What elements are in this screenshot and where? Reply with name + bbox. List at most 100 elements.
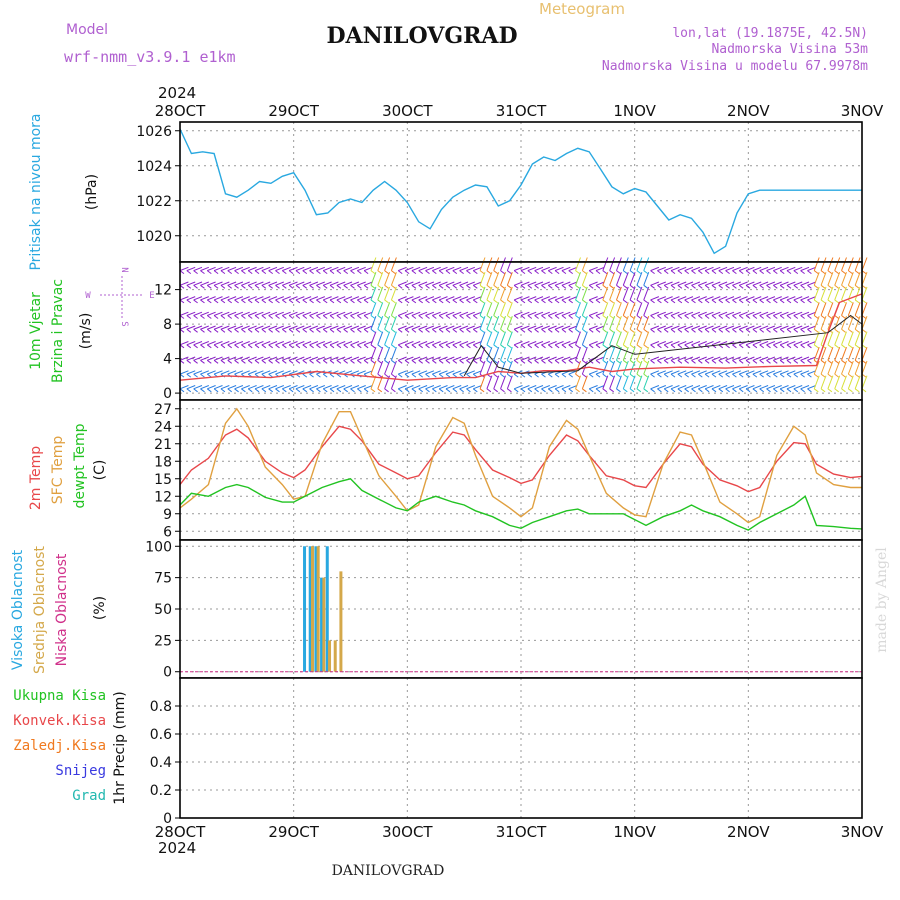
wind-barb-tick: [547, 328, 553, 333]
wind-barb: [207, 385, 216, 390]
y-tick-label: 0.8: [150, 699, 172, 715]
wind-barb: [390, 257, 397, 271]
wind-barb: [357, 266, 366, 272]
wind-barb-tick: [616, 299, 621, 304]
wind-barb: [554, 385, 564, 390]
wind-barb-tick: [561, 270, 567, 275]
wind-barb: [670, 356, 680, 361]
wind-barb-tick: [738, 270, 744, 274]
wind-barb: [370, 272, 377, 286]
wind-barb-tick: [609, 388, 614, 393]
wind-barb-tick: [759, 344, 765, 349]
wind-barb-tick: [786, 299, 792, 304]
wind-barb: [227, 266, 237, 272]
wind-barb: [357, 281, 366, 286]
wind-barb: [773, 325, 782, 330]
wind-barb-tick: [220, 299, 226, 304]
wind-barb-tick: [704, 284, 710, 289]
wind-barb-tick: [200, 388, 205, 393]
wind-barb: [657, 325, 666, 330]
wind-barb: [800, 370, 810, 375]
wind-barb: [834, 375, 841, 389]
wind-barb: [254, 385, 264, 390]
wind-barb-tick: [363, 328, 369, 333]
wind-barb: [752, 325, 762, 330]
wind-barb-tick: [329, 359, 335, 364]
wind-barb: [691, 266, 701, 272]
wind-barb: [418, 325, 428, 330]
wind-barb-tick: [779, 328, 785, 333]
wind-barb-tick: [336, 328, 342, 333]
wind-barb: [357, 311, 366, 316]
wind-barb: [527, 296, 537, 301]
wind-barb-tick: [486, 299, 492, 304]
wind-barb-tick: [316, 388, 321, 393]
wind-barb-tick: [738, 344, 744, 349]
wind-barb-tick: [425, 284, 430, 289]
wind-barb-tick: [234, 328, 239, 333]
wind-barb-tick: [193, 373, 198, 378]
wind-barb-tick: [213, 270, 219, 275]
wind-barb: [309, 385, 319, 390]
wind-barb-tick: [268, 328, 273, 333]
wind-barb-tick: [363, 344, 369, 349]
wind-barb: [548, 311, 557, 316]
wind-barb: [241, 325, 250, 330]
wind-barb-tick: [268, 270, 273, 275]
wind-barb: [370, 257, 377, 271]
wind-barb-tick: [520, 388, 526, 393]
wind-barb-tick: [227, 315, 233, 319]
wind-barb-tick: [247, 388, 253, 393]
wind-barb: [200, 370, 209, 375]
wind-barb: [438, 356, 448, 361]
wind-barb-tick: [588, 388, 594, 393]
wind-barb-tick: [247, 359, 253, 364]
wind-barb: [323, 356, 332, 361]
wind-barb: [384, 272, 391, 286]
wind-barb: [227, 385, 237, 390]
wind-barb-tick: [234, 388, 239, 393]
wind-barb-tick: [363, 315, 369, 319]
y-tick-label: 0: [163, 386, 172, 402]
wind-barb-tick: [704, 359, 710, 364]
x-tick-label-bottom: 3NOV: [841, 823, 884, 841]
wind-barb: [732, 296, 741, 301]
wind-barb-tick: [302, 284, 308, 289]
wind-barb-tick: [650, 328, 655, 333]
wind-barb-tick: [329, 270, 335, 274]
wind-barb: [561, 296, 571, 301]
wind-barb-tick: [309, 270, 314, 275]
wind-barb-tick: [445, 315, 451, 319]
wind-barb: [718, 311, 728, 316]
wind-barb-tick: [773, 359, 778, 364]
wind-barb-tick: [609, 284, 614, 289]
wind-barb-tick: [384, 344, 389, 349]
wind-barb-tick: [534, 270, 539, 274]
wind-barb-tick: [432, 315, 437, 319]
wind-barb-tick: [452, 359, 458, 364]
wind-barb-tick: [670, 328, 676, 333]
wind-barb-tick: [813, 315, 819, 319]
wind-barb: [602, 257, 609, 271]
wind-barb: [636, 286, 643, 301]
wind-barb: [793, 296, 803, 301]
wind-barb-tick: [241, 328, 246, 333]
wind-barb: [725, 266, 735, 272]
wind-barb-tick: [841, 373, 846, 378]
wind-barb-tick: [309, 299, 314, 304]
wind-barb: [241, 341, 250, 346]
wind-barb-tick: [827, 315, 833, 319]
wind-barb: [820, 286, 827, 301]
wind-barb: [411, 266, 421, 272]
wind-barb-tick: [493, 270, 498, 275]
x-tick-label-bottom: 30OCT: [382, 823, 433, 841]
wind-barb-tick: [500, 359, 505, 364]
wind-barb-tick: [602, 284, 608, 289]
wind-barb-tick: [350, 315, 355, 319]
wind-barb: [861, 375, 868, 389]
wind-barb-tick: [486, 344, 492, 349]
wind-barb-tick: [466, 328, 471, 333]
